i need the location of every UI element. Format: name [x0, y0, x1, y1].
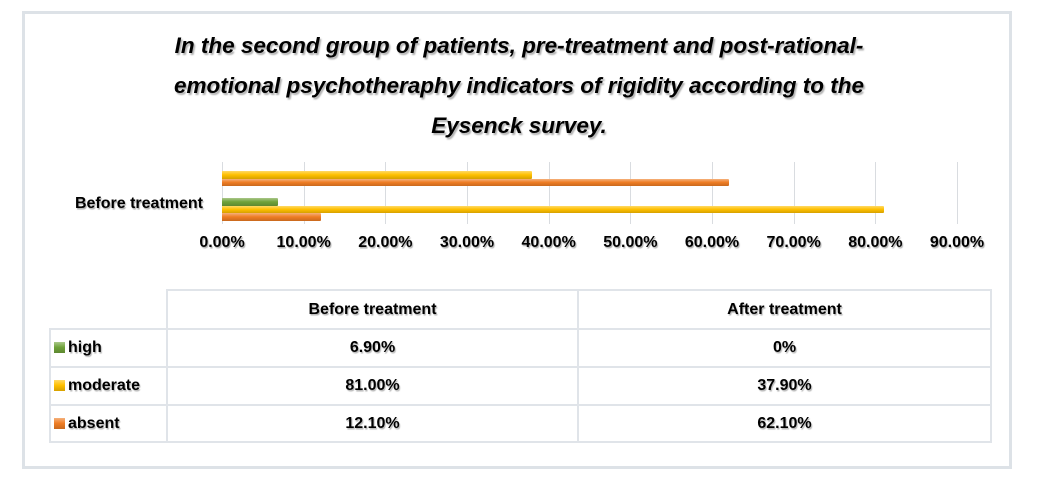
- gridline-0.00%: [222, 162, 223, 224]
- value-high-before-treatment: 6.90%: [166, 328, 579, 368]
- bar-moderate-before-treatment: [222, 205, 884, 214]
- gridline-40.00%: [548, 162, 550, 224]
- chart-title-line-1: In the second group of patients, pre-tre…: [174, 33, 864, 58]
- table-row-moderate: moderate 81.00% 37.90%: [49, 366, 992, 406]
- x-tick-label: 30.00%: [439, 234, 495, 251]
- gridline-30.00%: [467, 162, 468, 224]
- table-header-before-treatment: Before treatment: [166, 289, 579, 330]
- x-tick-label: 40.00%: [521, 234, 576, 251]
- bar-absent-before-treatment: [222, 213, 321, 221]
- chart-title-line-3: Eysenck survey.: [431, 113, 607, 138]
- table-row-high: high 6.90% 0%: [49, 328, 992, 368]
- value-absent-after-treatment: 62.10%: [577, 404, 992, 443]
- legend-cell-absent: absent: [49, 404, 168, 443]
- bar-high-before-treatment: [222, 198, 279, 206]
- legend-swatch-high-icon: [54, 342, 65, 353]
- bar-absent-after-treatment: [222, 178, 730, 186]
- data-table: Before treatment After treatment high 6.90%…: [49, 289, 992, 443]
- gridline-90.00%: [957, 162, 958, 224]
- legend-data-table: Before treatment After treatment high 6.90%…: [49, 289, 992, 443]
- table-row-absent: absent 12.10% 62.10%: [49, 404, 992, 443]
- gridline-60.00%: [712, 162, 713, 224]
- x-tick-label: 20.00%: [358, 234, 413, 251]
- x-tick-label: 50.00%: [603, 234, 658, 251]
- table-header-after-treatment: After treatment: [577, 289, 992, 330]
- legend-label: moderate: [68, 377, 141, 394]
- value-high-after-treatment: 0%: [577, 328, 992, 368]
- x-tick-label: 90.00%: [929, 234, 985, 251]
- x-tick-label: 70.00%: [766, 234, 821, 251]
- value-moderate-before-treatment: 81.00%: [166, 366, 579, 406]
- chart-title-line-2: emotional psychotheraphy indicators of r…: [173, 73, 865, 98]
- legend-cell-moderate: moderate: [49, 366, 168, 406]
- x-axis-tick-labels: 0.00% 10.00% 20.00% 30.00% 40.00% 50.00% 60.00…: [0, 234, 1038, 256]
- gridline-10.00%: [303, 162, 305, 224]
- value-absent-before-treatment: 12.10%: [166, 404, 579, 443]
- gridline-20.00%: [385, 162, 387, 224]
- legend-label: absent: [68, 414, 120, 432]
- category-axis-label-before-treatment: Before treatment: [74, 195, 203, 212]
- gridline-50.00%: [630, 162, 632, 224]
- gridline-80.00%: [875, 162, 877, 224]
- table-corner-cell: [50, 290, 167, 329]
- legend-label: high: [68, 339, 102, 356]
- bar-moderate-after-treatment: [222, 171, 532, 179]
- gridline-70.00%: [793, 162, 795, 224]
- legend-swatch-absent-icon: [54, 417, 65, 429]
- legend-swatch-moderate-icon: [54, 380, 65, 391]
- x-tick-label: 0.00%: [199, 234, 245, 251]
- x-tick-label: 60.00%: [684, 234, 740, 251]
- chart-title: In the second group of patients, pre-tre…: [0, 26, 1038, 146]
- value-moderate-after-treatment: 37.90%: [577, 366, 992, 406]
- x-tick-label: 10.00%: [276, 234, 331, 251]
- plot-area: [222, 162, 958, 224]
- legend-cell-high: high: [49, 328, 168, 368]
- x-tick-label: 80.00%: [848, 234, 903, 251]
